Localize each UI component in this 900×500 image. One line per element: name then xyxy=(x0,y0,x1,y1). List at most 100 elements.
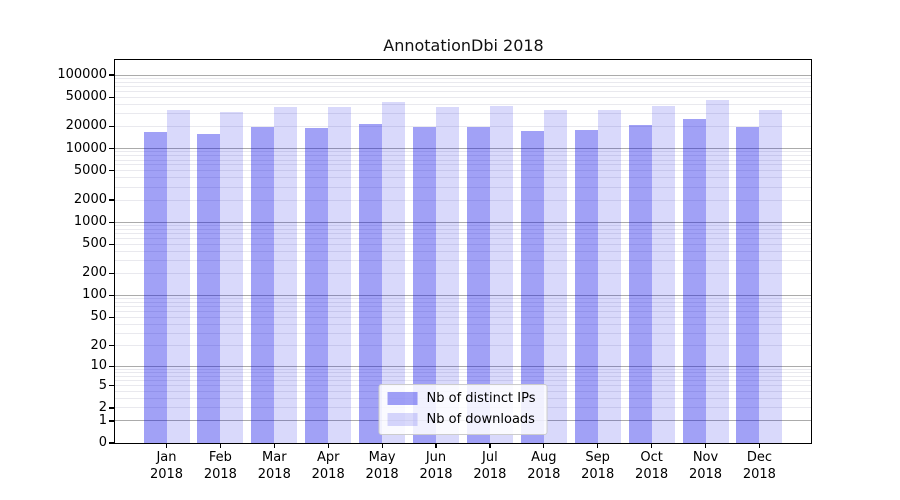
y-tick-label: 200 xyxy=(82,265,107,281)
x-tick-label: May 2018 xyxy=(350,449,414,483)
y-tick-mark xyxy=(109,407,114,409)
gridline-minor xyxy=(115,302,811,304)
gridline-minor xyxy=(115,164,811,166)
bar-nb-of-downloads-aug xyxy=(543,110,567,443)
x-tick-month: May xyxy=(368,450,396,465)
x-tick-mark xyxy=(165,443,168,448)
gridline-minor xyxy=(115,323,811,325)
gridline-minor xyxy=(115,372,811,374)
chart-title: AnnotationDbi 2018 xyxy=(383,36,544,55)
gridline-minor xyxy=(115,155,811,157)
bar-nb-of-downloads-jan xyxy=(166,109,190,443)
gridline-major xyxy=(115,148,811,150)
y-tick-label: 1000 xyxy=(73,214,107,230)
y-tick-mark xyxy=(109,170,114,172)
x-tick-label: Oct 2018 xyxy=(620,449,684,483)
x-tick-month: Jun xyxy=(425,450,447,465)
bar-nb-of-distinct-ips-oct xyxy=(628,124,652,443)
legend-swatch-nb-of-distinct-ips xyxy=(387,392,418,405)
x-tick-month: Nov xyxy=(692,450,719,465)
y-tick-mark xyxy=(109,243,114,245)
gridline-minor xyxy=(115,151,811,153)
x-tick-label: Nov 2018 xyxy=(674,449,738,483)
legend-label: Nb of distinct IPs xyxy=(426,391,536,406)
y-tick-mark xyxy=(109,96,114,98)
bar-nb-of-distinct-ips-apr xyxy=(305,128,329,443)
bar-nb-of-distinct-ips-mar xyxy=(251,127,275,443)
y-tick-label: 10000 xyxy=(65,140,107,156)
x-tick-mark xyxy=(219,443,222,448)
y-tick-label: 2000 xyxy=(73,192,107,208)
y-tick-label: 100000 xyxy=(57,67,107,83)
bar-nb-of-downloads-nov xyxy=(705,99,729,443)
gridline-minor xyxy=(115,113,811,114)
x-tick-month: Aug xyxy=(531,450,557,465)
legend-row: Nb of distinct IPs xyxy=(387,391,536,406)
gridline-minor xyxy=(115,103,811,105)
gridline-minor xyxy=(115,233,811,235)
gridline-minor xyxy=(115,125,811,127)
gridline-minor xyxy=(115,81,811,83)
gridline-minor xyxy=(115,298,811,300)
x-tick-mark xyxy=(435,443,437,448)
y-tick-mark xyxy=(109,365,114,368)
y-tick-label: 20000 xyxy=(65,118,107,134)
y-tick-label: 5000 xyxy=(73,162,107,178)
bar-nb-of-downloads-jul xyxy=(489,105,513,443)
y-tick-mark xyxy=(109,74,114,76)
x-tick-label: Mar 2018 xyxy=(242,449,306,483)
bar-nb-of-distinct-ips-feb xyxy=(197,133,221,443)
x-tick-year: 2018 xyxy=(257,467,291,482)
gridline-minor xyxy=(115,272,811,274)
gridline-minor xyxy=(115,368,811,370)
x-tick-label: Jan 2018 xyxy=(135,449,199,483)
gridline-minor xyxy=(115,260,811,262)
gridline-major xyxy=(115,365,811,367)
x-tick-year: 2018 xyxy=(149,467,184,482)
x-tick-label: Aug 2018 xyxy=(512,449,576,483)
x-tick-month: Apr xyxy=(316,450,340,465)
x-tick-mark xyxy=(381,443,383,448)
gridline-minor xyxy=(115,90,811,92)
x-tick-year: 2018 xyxy=(527,467,561,482)
y-tick-mark xyxy=(109,125,114,128)
gridline-minor xyxy=(115,250,811,252)
y-tick-mark xyxy=(109,442,114,444)
bar-nb-of-distinct-ips-may xyxy=(359,124,383,443)
x-tick-year: 2018 xyxy=(365,467,399,482)
bar-nb-of-distinct-ips-jun xyxy=(413,127,436,443)
gridline-minor xyxy=(115,228,811,230)
y-tick-label: 500 xyxy=(82,236,107,252)
gridline-minor xyxy=(115,311,811,313)
x-tick-mark xyxy=(704,443,707,448)
gridline-minor xyxy=(115,77,811,79)
y-tick-mark xyxy=(109,148,114,150)
y-tick-mark xyxy=(109,316,114,319)
y-tick-mark xyxy=(109,272,114,275)
x-tick-year: 2018 xyxy=(203,467,237,482)
gridline-major xyxy=(115,294,811,296)
y-tick-label: 0 xyxy=(98,435,107,450)
gridline-minor xyxy=(115,159,811,161)
x-tick-mark xyxy=(273,443,275,448)
legend-swatch-nb-of-downloads xyxy=(387,413,418,426)
x-tick-mark xyxy=(597,443,599,448)
y-tick-label: 100 xyxy=(82,287,107,303)
bar-nb-of-distinct-ips-jul xyxy=(466,127,490,443)
gridline-major xyxy=(115,221,811,223)
bar-nb-of-downloads-sep xyxy=(597,109,621,443)
y-tick-label: 2 xyxy=(98,399,107,415)
bar-nb-of-distinct-ips-sep xyxy=(574,129,598,443)
x-tick-mark xyxy=(327,443,329,448)
x-tick-label: Apr 2018 xyxy=(296,449,360,483)
y-tick-label: 1 xyxy=(98,412,107,428)
bar-nb-of-downloads-jun xyxy=(436,107,459,443)
gridline-minor xyxy=(115,85,811,87)
x-tick-year: 2018 xyxy=(473,467,507,482)
gridline-minor xyxy=(115,170,811,172)
gridline-minor xyxy=(115,345,811,347)
legend-label: Nb of downloads xyxy=(426,412,535,427)
gridline-minor xyxy=(115,186,811,188)
y-tick-mark xyxy=(109,385,114,387)
